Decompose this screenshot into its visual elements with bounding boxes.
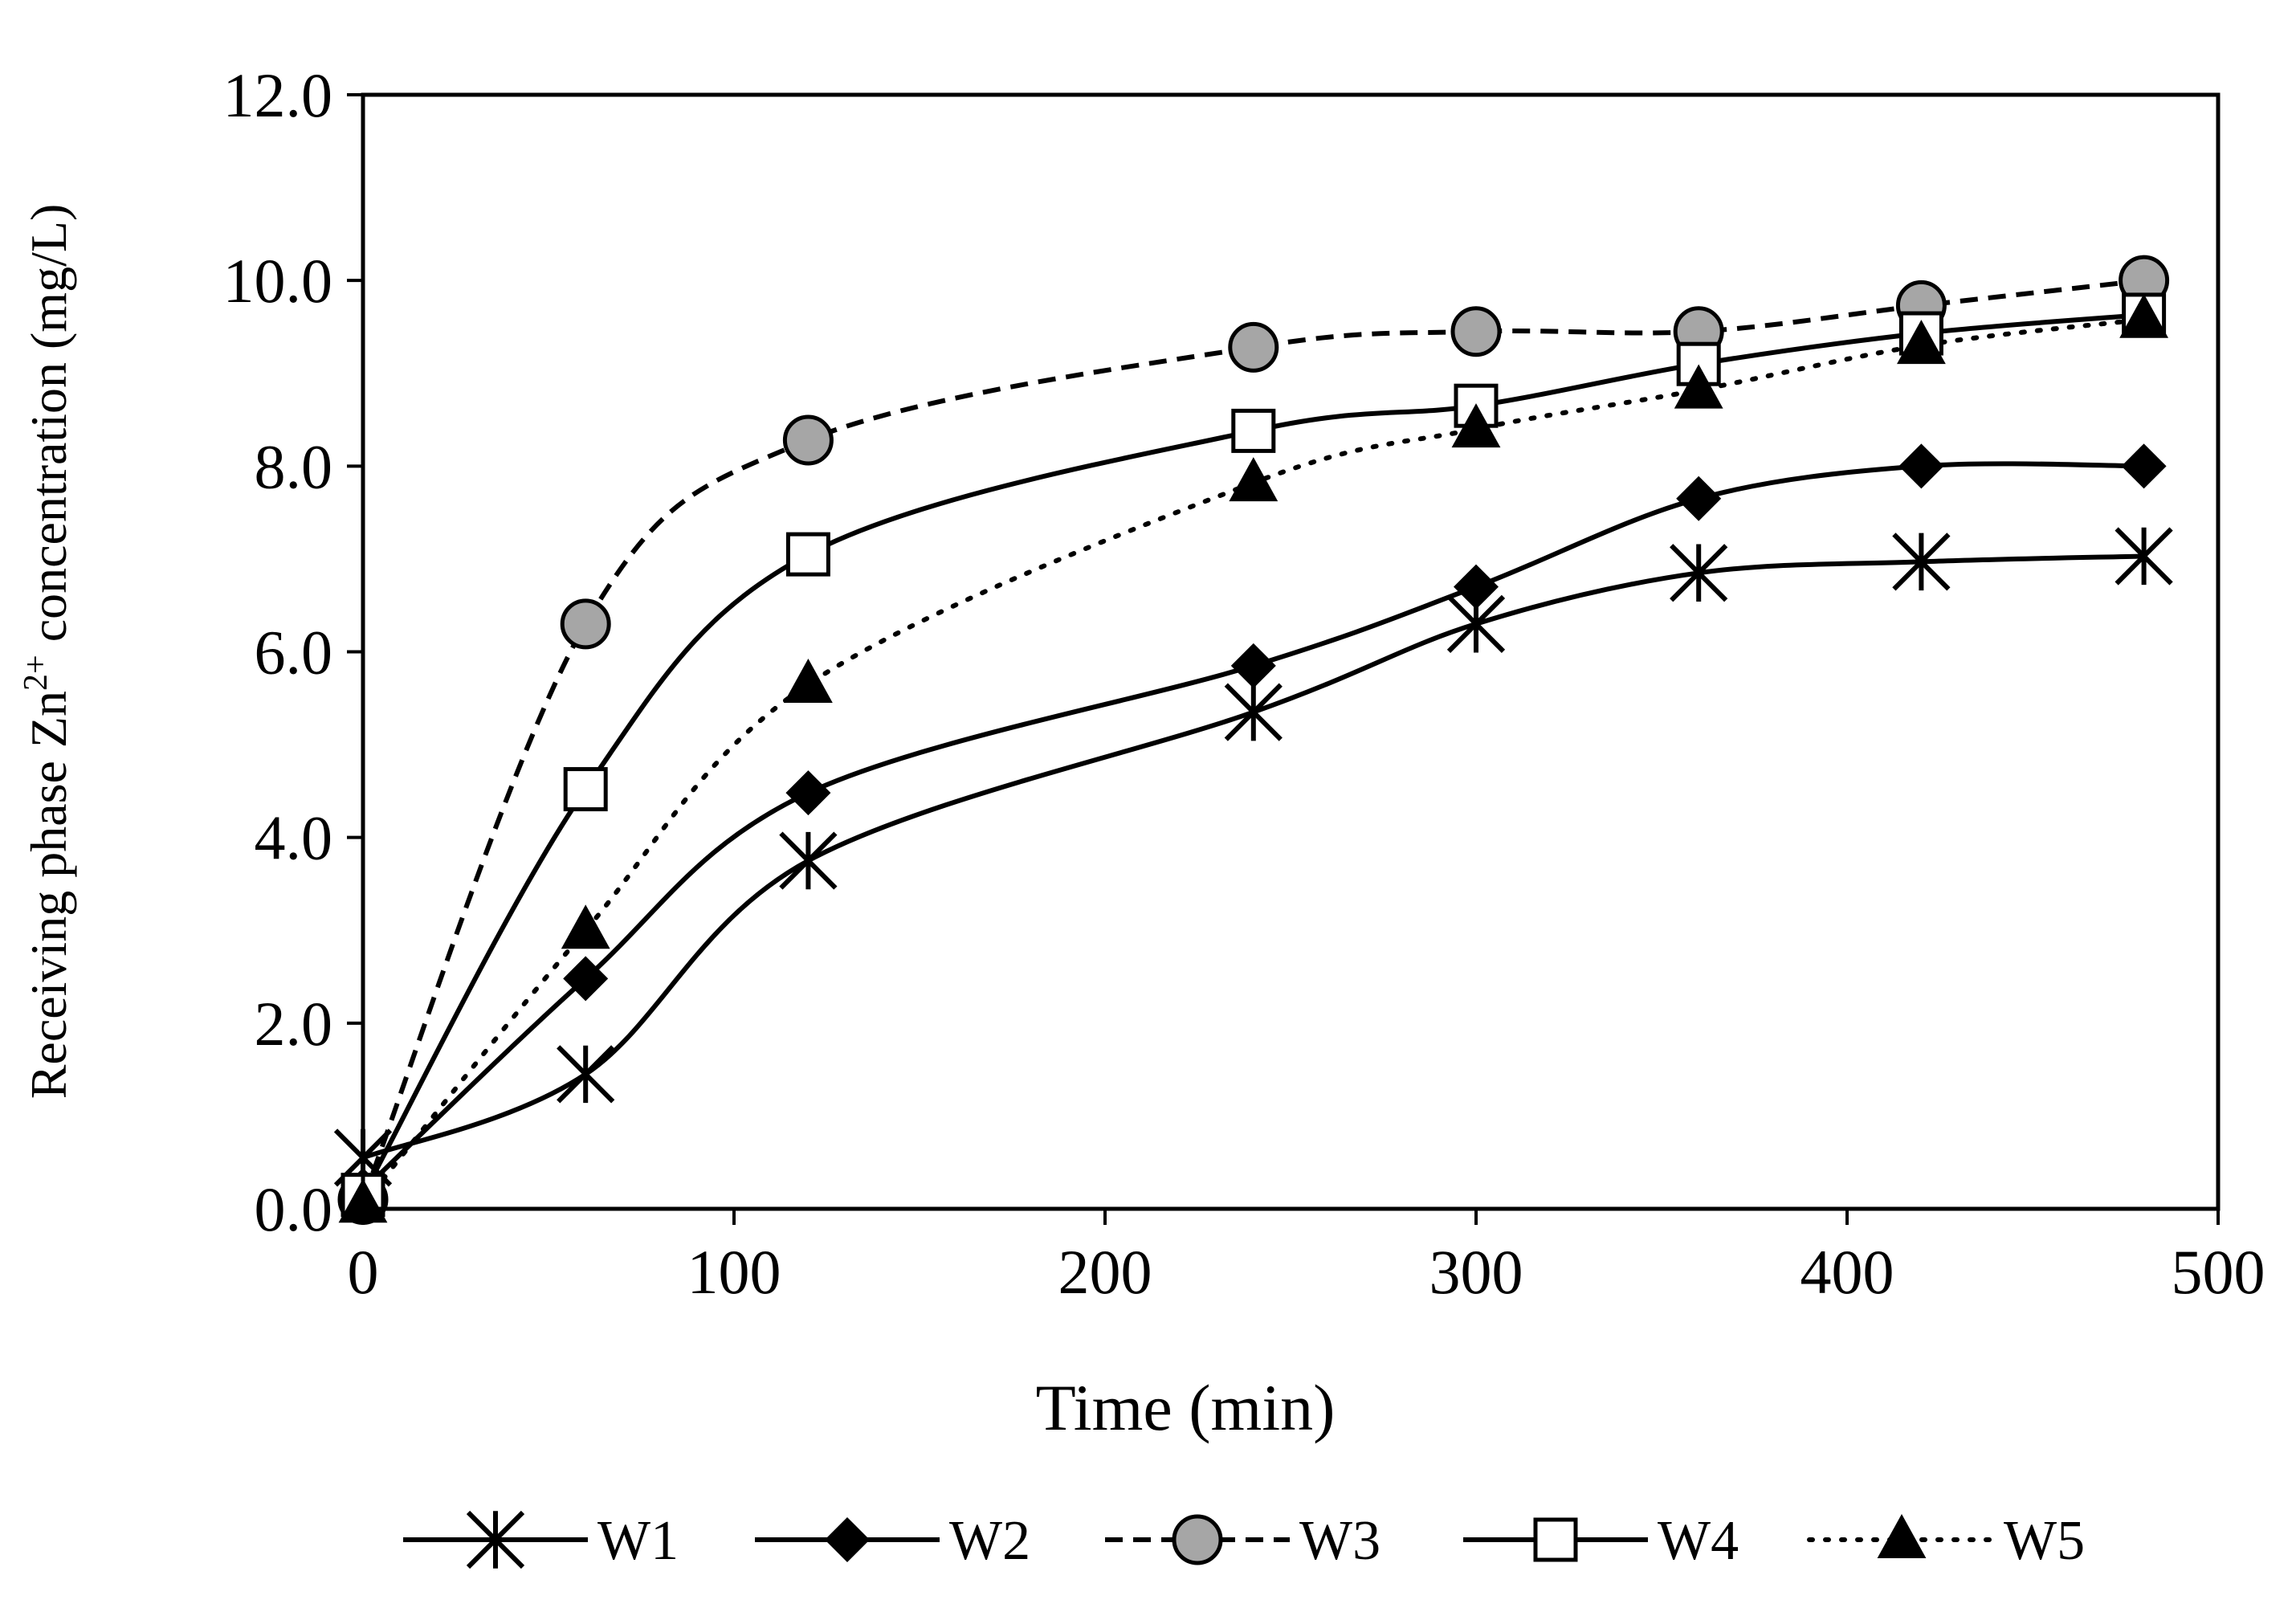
y-axis-title: Receiving phase Zn2+ concentration (mg/L… [18, 204, 77, 1100]
y-tick-label-12: 12.0 [223, 60, 333, 130]
point-w5-240 [1229, 457, 1279, 502]
x-tick-label-200: 200 [1058, 1237, 1152, 1307]
y-tick-label-2: 2.0 [255, 989, 333, 1059]
x-tick-label-500: 500 [2172, 1237, 2265, 1307]
point-w4-240 [1231, 408, 1276, 453]
point-w2-480 [2121, 443, 2167, 489]
point-w5-300 [1451, 403, 1501, 448]
series-line-w2 [361, 461, 2144, 1193]
plot-area-frame [361, 92, 2221, 1211]
point-w5-120 [784, 658, 833, 703]
legend-item-w3: W3 [1105, 1510, 1380, 1572]
point-w4-120 [785, 532, 830, 577]
series-line-w5 [361, 316, 2147, 1207]
x-tick-label-100: 100 [687, 1237, 781, 1307]
point-w3-240 [1228, 321, 1279, 373]
point-w1-240 [1224, 683, 1283, 741]
point-w2-120 [785, 770, 831, 816]
legend-marker-w3 [1172, 1514, 1223, 1565]
point-w3-120 [782, 414, 834, 466]
point-w2-60 [563, 956, 609, 1002]
point-w2-240 [1230, 643, 1276, 688]
point-w2-300 [1454, 564, 1499, 610]
y-tick-label-8: 8.0 [255, 431, 333, 501]
y-tick-label-10: 10.0 [223, 246, 333, 316]
point-w1-360 [1670, 544, 1728, 602]
x-tick-label-400: 400 [1801, 1237, 1894, 1307]
x-tick-label-0: 0 [348, 1237, 379, 1307]
legend-marker-w5 [1877, 1514, 1927, 1559]
legend-item-w1: W1 [403, 1510, 679, 1572]
y-tick-label-0: 0.0 [255, 1174, 333, 1244]
legend-marker-w4 [1533, 1517, 1578, 1562]
point-w2-420 [1898, 443, 1944, 489]
y-axis-title-superscript: 2+ [18, 655, 55, 691]
point-w4-60 [563, 767, 608, 812]
point-w1-420 [1892, 533, 1951, 591]
y-axis-title-suffix: concentration (mg/L) [20, 204, 77, 655]
point-w2-360 [1676, 475, 1722, 521]
legend-label-w4: W4 [1658, 1510, 1739, 1572]
legend-item-w5: W5 [1807, 1510, 2085, 1572]
point-w5-360 [1674, 364, 1723, 409]
x-axis-title: Time (min) [1036, 1371, 1336, 1444]
legend-label-w3: W3 [1299, 1510, 1380, 1572]
point-w1-480 [2115, 527, 2173, 586]
legend: W1 W2 W3 W4 W5 [403, 1510, 2085, 1572]
legend-item-w2: W2 [755, 1510, 1030, 1572]
point-w3-300 [1450, 306, 1502, 357]
point-w1-120 [779, 831, 838, 890]
legend-marker-w2 [825, 1517, 870, 1562]
y-axis-title-prefix: Receiving phase Zn [20, 691, 77, 1099]
point-w5-480 [2119, 293, 2168, 338]
series-line-w1 [361, 553, 2144, 1161]
point-w3-60 [560, 598, 611, 650]
legend-marker-w1 [466, 1510, 525, 1569]
legend-label-w1: W1 [597, 1510, 679, 1572]
point-w5-60 [561, 904, 610, 949]
y-tick-label-4: 4.0 [255, 803, 333, 873]
legend-item-w4: W4 [1463, 1510, 1739, 1572]
x-tick-label-300: 300 [1429, 1237, 1523, 1307]
point-w5-420 [1897, 320, 1946, 365]
legend-label-w5: W5 [2004, 1510, 2085, 1572]
legend-label-w2: W2 [949, 1510, 1030, 1572]
y-tick-label-6: 6.0 [255, 618, 333, 688]
point-w1-60 [557, 1045, 615, 1104]
